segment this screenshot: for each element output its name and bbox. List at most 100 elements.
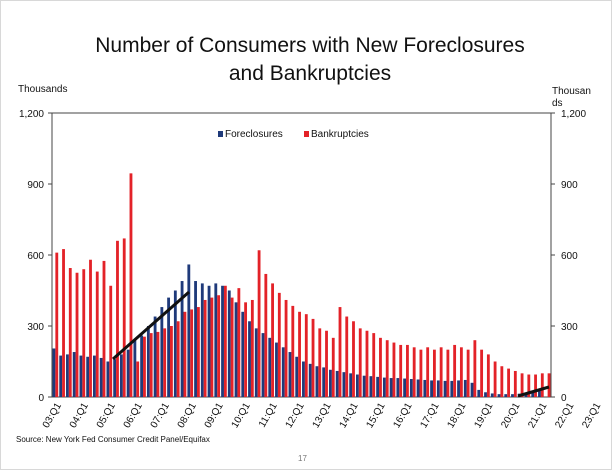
bankruptcies-bar (244, 302, 248, 397)
x-tick-label: 03:Q1 (41, 401, 64, 430)
bankruptcies-bar (190, 309, 194, 397)
bankruptcies-bar (459, 347, 463, 397)
bankruptcies-bar (62, 249, 65, 397)
x-tick-label: 12:Q1 (284, 401, 307, 430)
x-tick-label: 05:Q1 (95, 401, 118, 430)
bankruptcies-bar (486, 354, 490, 397)
foreclosures-bar (538, 390, 541, 397)
bankruptcies-bar (95, 271, 99, 397)
bankruptcies-bar (109, 285, 113, 397)
bankruptcies-bar (412, 347, 416, 397)
bankruptcies-bar (500, 366, 504, 397)
foreclosures-bar (490, 393, 494, 397)
bankruptcies-bar (453, 344, 457, 397)
y-tick-right-label: 300 (561, 322, 578, 333)
chart-title-line1: Number of Consumers with New Foreclosure… (95, 34, 525, 57)
bankruptcies-bar (68, 268, 72, 397)
bankruptcies-bar (291, 305, 295, 397)
y-axis-left-unit: Thousands (18, 84, 68, 95)
chart-title: Number of Consumers with New Foreclosure… (20, 32, 600, 88)
y-tick-right-label: 1,200 (561, 109, 586, 120)
bankruptcies-bar (250, 299, 254, 397)
foreclosures-bar (362, 375, 366, 397)
foreclosures-bar (376, 376, 380, 397)
foreclosures-bar (295, 356, 299, 397)
foreclosures-bar (207, 285, 211, 397)
bankruptcies-bar (325, 330, 328, 397)
legend-foreclosures-label: Foreclosures (225, 129, 283, 140)
foreclosures-bar (126, 349, 130, 397)
y-tick-left-label: 600 (27, 251, 44, 262)
foreclosures-bar (173, 290, 177, 397)
bankruptcies-bar (277, 292, 281, 397)
foreclosures-bar (187, 264, 191, 397)
bankruptcies-bar (372, 333, 376, 397)
bankruptcies-bar (338, 307, 342, 397)
bankruptcies-bar (473, 340, 477, 397)
trend-line-recent (517, 385, 550, 398)
foreclosures-bar (531, 391, 535, 397)
bankruptcies-bar (143, 336, 146, 397)
y-tick-left-label: 0 (38, 393, 44, 404)
bankruptcies-bar (203, 299, 207, 397)
bankruptcies-bar (520, 373, 524, 397)
foreclosures-bar (281, 347, 285, 397)
x-tick-label: 15:Q1 (364, 401, 387, 430)
foreclosures-bar (288, 352, 292, 397)
foreclosures-bar (382, 377, 386, 397)
foreclosures-bar (214, 283, 218, 397)
foreclosures-bar (436, 380, 440, 397)
foreclosures-bar (416, 379, 420, 397)
bankruptcies-bar (480, 349, 484, 397)
bankruptcies-bar (237, 288, 241, 397)
bankruptcies-bar (446, 349, 450, 397)
bankruptcies-bar (331, 337, 335, 397)
foreclosures-bar (86, 356, 90, 397)
foreclosures-bar (119, 354, 123, 397)
bankruptcies-bar (547, 373, 551, 397)
foreclosures-bar (389, 378, 393, 397)
bankruptcies-bar (426, 347, 430, 397)
y-axis-right-unit: Thousands (552, 86, 591, 109)
foreclosures-bar (106, 361, 110, 397)
bankruptcies-bar (82, 269, 86, 397)
bankruptcies-bar (507, 368, 511, 397)
foreclosures-bar (52, 348, 56, 397)
bankruptcies-bar (156, 331, 160, 397)
bankruptcies-bar (352, 321, 355, 397)
foreclosures-bar (113, 359, 117, 397)
x-tick-label: 21:Q1 (526, 401, 549, 430)
foreclosures-bar (146, 326, 150, 397)
foreclosures-bar (133, 340, 137, 397)
source-note: Source: New York Fed Consumer Credit Pan… (16, 435, 210, 444)
y-tick-right-label: 0 (561, 393, 567, 404)
bankruptcies-bar (304, 314, 308, 397)
foreclosures-bar (92, 355, 96, 397)
foreclosures-bar (234, 302, 238, 397)
y-tick-left-label: 300 (27, 322, 44, 333)
foreclosures-bar (511, 394, 514, 397)
foreclosures-bar (200, 283, 204, 397)
foreclosures-bar (194, 281, 197, 397)
bankruptcies-bar (264, 273, 268, 397)
bankruptcies-bar (129, 173, 133, 397)
x-tick-label: 09:Q1 (203, 401, 226, 430)
bankruptcies-bar (176, 321, 180, 397)
foreclosures-bar (443, 380, 447, 397)
foreclosures-bar (254, 328, 258, 397)
bankruptcies-bar (358, 328, 362, 397)
bankruptcies-bar (466, 349, 470, 397)
y-tick-right-label: 900 (561, 180, 578, 191)
bankruptcies-bar (116, 240, 119, 397)
bankruptcies-bar (170, 326, 173, 397)
x-tick-label: 17:Q1 (418, 401, 441, 430)
bankruptcies-bar (419, 349, 423, 397)
foreclosures-bar (477, 389, 481, 397)
bankruptcies-bar (257, 250, 261, 397)
foreclosures-bar (335, 370, 339, 397)
foreclosures-bar (322, 367, 326, 397)
bankruptcies-bar (527, 374, 531, 397)
page-number: 17 (298, 454, 307, 463)
x-tick-label: 10:Q1 (230, 401, 253, 430)
